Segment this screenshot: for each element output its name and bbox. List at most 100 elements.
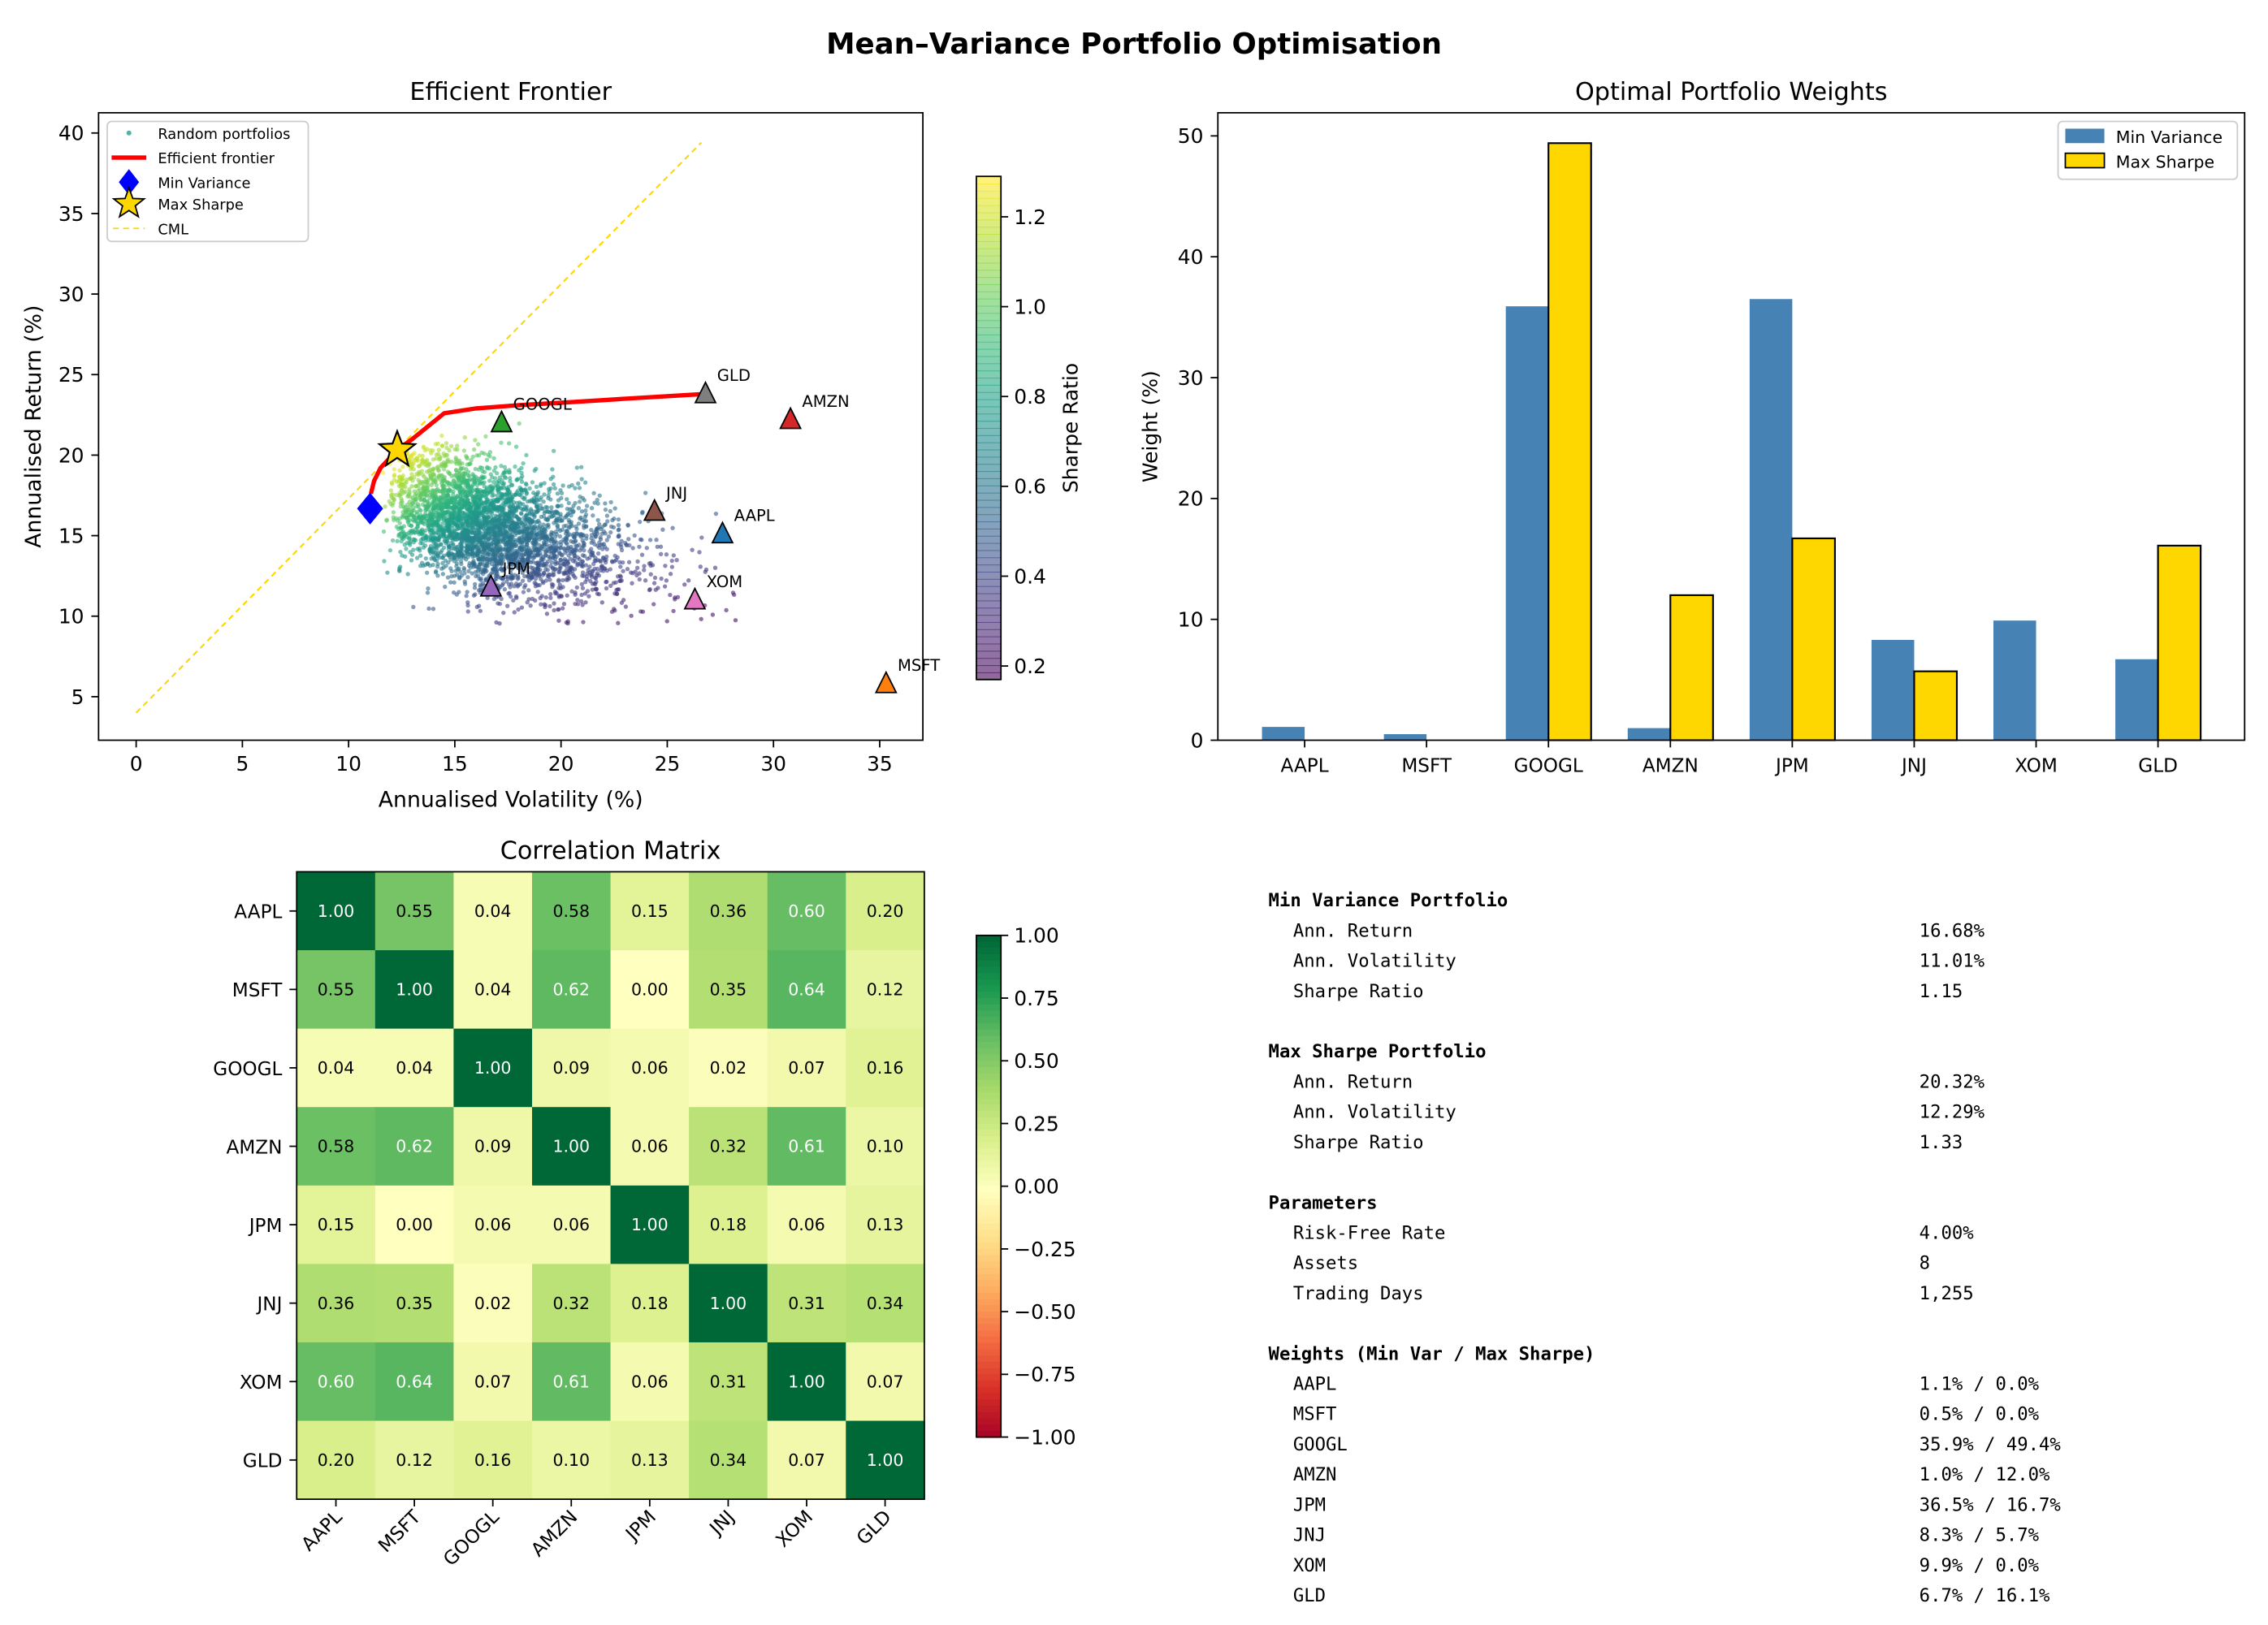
colorbar-segment [976,1086,1002,1093]
random-portfolio-point [434,452,439,457]
colorbar-segment [976,1192,1002,1200]
random-portfolio-point [699,535,704,540]
legend-diamond-icon [119,169,140,196]
random-portfolio-point [437,499,443,503]
random-portfolio-point [599,531,604,536]
random-portfolio-point [420,457,425,462]
random-portfolio-point [500,509,505,515]
random-portfolio-point [514,551,519,556]
heatmap-cell [296,1264,376,1343]
colorbar-segment [976,1042,1002,1049]
random-portfolio-point [506,591,511,596]
asset-marker-jpm [479,573,503,597]
asset-marker-jnj [643,498,666,521]
random-portfolio-point [495,480,500,485]
random-portfolio-point [588,578,593,584]
random-portfolio-point [430,538,435,542]
random-portfolio-point [494,561,500,566]
summary-row-value: 6.7% / 16.1% [1920,1585,2050,1606]
colorbar-segment [976,507,1002,516]
random-portfolio-point [543,567,548,573]
random-portfolio-point [480,494,485,499]
random-portfolio-point [453,455,458,460]
heatmap-cell-value: 0.34 [867,1294,904,1313]
heatmap-cell [374,1420,455,1501]
colorbar-segment [976,1355,1002,1363]
heatmap-cell [374,1107,455,1186]
random-portfolio-point [690,547,695,552]
plot-frame [296,871,925,1501]
colorbar-segment [976,421,1002,430]
heatmap-cell-value: 0.13 [867,1215,904,1234]
colorbar-segment [976,1148,1002,1156]
random-portfolio-point [516,538,522,543]
random-portfolio-point [546,495,551,501]
colorbar-segment [976,992,1002,1000]
random-portfolio-point [439,433,444,439]
colorbar-segment [976,313,1002,322]
random-portfolio-point [556,579,561,584]
x-tick-label: GLD [853,1506,896,1549]
summary-row-value: 16.68% [1920,920,1985,941]
random-portfolio-point [462,571,467,576]
random-portfolio-point [580,562,585,568]
random-portfolio-point [461,553,465,558]
colorbar-segment [976,1342,1002,1351]
colorbar-segment [976,998,1002,1005]
y-tick-label: 10 [1178,608,1204,632]
colorbar-segment [976,320,1002,329]
random-portfolio-point [418,494,423,499]
random-portfolio-point [510,503,516,508]
random-portfolio-point [414,509,419,515]
random-portfolio-point [533,520,538,525]
legend-label: Max Sharpe [2116,153,2214,172]
random-portfolio-point [625,567,630,572]
colorbar-segment [976,600,1002,609]
summary-row-value: 12.29% [1920,1102,1985,1123]
random-portfolio-point [436,516,441,521]
random-portfolio-point [539,525,545,530]
random-portfolio-point [675,594,681,599]
random-portfolio-point [584,577,590,581]
legend-star-icon [111,185,146,218]
colorbar-segment [976,1273,1002,1281]
random-portfolio-point [426,538,431,542]
random-portfolio-point [462,581,468,586]
random-portfolio-point [671,553,676,558]
heatmap-cell [610,871,690,951]
random-portfolio-point [384,517,389,522]
heatmap-cell-value: 0.10 [552,1450,590,1470]
heatmap-cell-value: 0.10 [867,1137,904,1156]
random-portfolio-point [519,488,524,493]
random-portfolio-point [523,560,528,565]
colorbar-segment [976,650,1002,659]
random-portfolio-point [408,476,413,481]
colorbar-segment [976,1405,1002,1413]
heatmap-cell [453,1028,533,1109]
colorbar-segment [976,356,1002,365]
heatmap-cell-value: 0.06 [788,1215,825,1234]
heatmap-cell [689,1185,768,1265]
random-portfolio-point [440,495,445,499]
colorbar-segment [976,233,1002,242]
random-portfolio-point [621,560,625,565]
random-portfolio-point [461,448,467,453]
random-portfolio-point [612,506,617,511]
colorbar-segment [976,1123,1002,1131]
colorbar-segment [976,1418,1002,1426]
random-portfolio-point [426,461,431,466]
asset-label-aapl: AAPL [734,507,775,525]
random-portfolio-point [576,521,582,526]
random-portfolio-point [548,532,553,538]
colorbar-segment [976,586,1002,594]
random-portfolio-point [478,479,483,485]
random-portfolio-point [583,508,588,513]
heatmap-cell [453,871,533,951]
random-portfolio-point [625,523,630,528]
heatmap-cell [846,1264,925,1343]
random-portfolio-point [551,482,556,487]
colorbar-segment [976,521,1002,529]
colorbar-segment [976,1111,1002,1118]
random-portfolio-point [520,578,526,583]
